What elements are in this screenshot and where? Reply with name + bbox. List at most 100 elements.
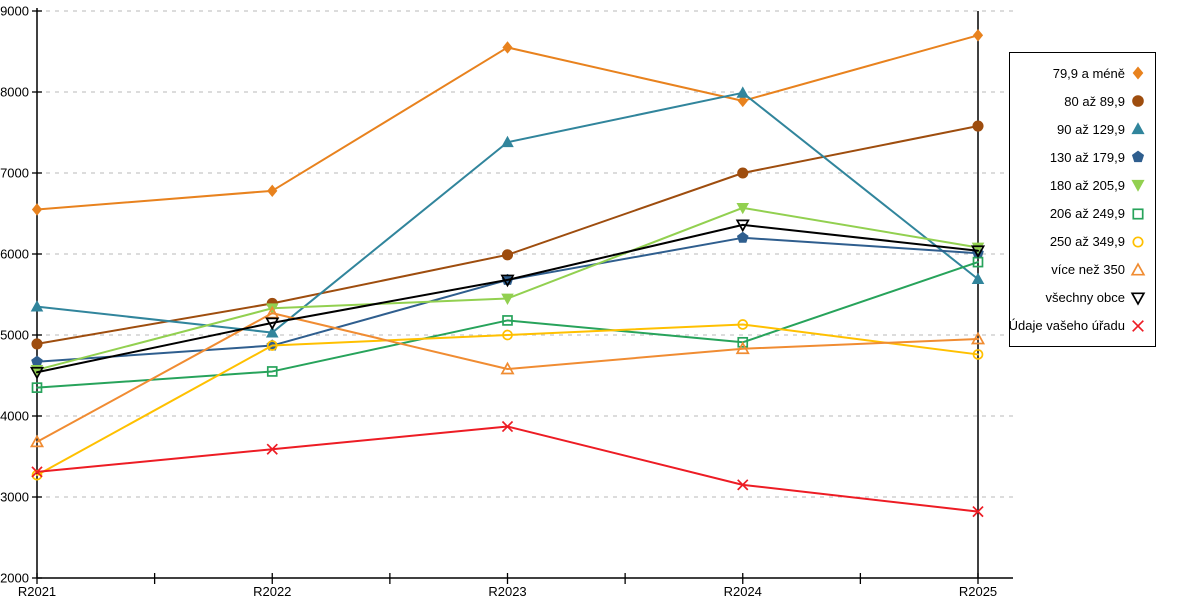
y-tick-label: 8000 <box>0 85 29 100</box>
series-180-až-205-9 <box>30 202 985 377</box>
data-point-marker <box>265 317 280 331</box>
legend-label: 80 až 89,9 <box>1064 93 1125 109</box>
data-point-marker <box>500 361 515 375</box>
series-79-9-a-méně <box>31 29 984 216</box>
data-point-marker <box>502 329 513 341</box>
legend-marker <box>1132 319 1144 332</box>
legend-marker <box>1132 207 1144 220</box>
legend-marker <box>1131 150 1145 163</box>
legend-label: 250 až 349,9 <box>1049 234 1125 250</box>
data-point-marker <box>1132 319 1144 332</box>
legend-marker <box>1130 292 1146 306</box>
data-point-marker <box>970 331 986 345</box>
legend-marker <box>1132 95 1144 107</box>
data-point-marker <box>31 469 43 481</box>
data-point-marker <box>1130 262 1146 276</box>
legend-item-79-9-a-méně: 79,9 a méně <box>1014 65 1146 81</box>
y-tick-label: 3000 <box>0 490 29 505</box>
legend-item-údaje-vašeho-úřadu: Údaje vašeho úřadu <box>1009 318 1146 334</box>
data-point-marker <box>501 249 514 261</box>
data-point-marker <box>266 443 278 455</box>
data-point-marker <box>29 434 45 448</box>
series-line <box>36 261 979 389</box>
data-point-marker <box>31 355 43 367</box>
legend-item-130-až-179-9: 130 až 179,9 <box>1014 149 1146 165</box>
data-point-marker <box>972 505 984 518</box>
x-tick-label: R2024 <box>724 584 762 599</box>
legend-label: 130 až 179,9 <box>1049 149 1125 165</box>
legend-marker <box>1132 236 1144 248</box>
legend-item-90-až-129-9: 90 až 129,9 <box>1014 121 1146 137</box>
data-point-marker <box>735 341 750 355</box>
data-point-marker <box>266 366 278 377</box>
legend-label: 180 až 205,9 <box>1049 177 1125 193</box>
legend-marker <box>1130 262 1146 276</box>
legend-marker <box>1131 180 1145 193</box>
data-point-marker <box>31 466 43 478</box>
data-point-marker <box>1130 292 1146 306</box>
y-tick-label: 4000 <box>0 409 29 424</box>
series-údaje-vašeho-úřadu <box>31 420 984 518</box>
x-marker-stroke <box>501 420 514 433</box>
data-point-marker <box>29 366 45 380</box>
data-point-marker <box>1131 180 1145 193</box>
data-point-marker <box>502 315 513 326</box>
data-point-marker <box>1132 236 1144 248</box>
legend-item-více-než-350: více než 350 <box>1014 262 1146 278</box>
series-line <box>36 312 979 443</box>
data-point-marker <box>31 382 43 393</box>
data-point-marker <box>501 135 514 148</box>
x-tick-label: R2022 <box>253 584 291 599</box>
legend-label: všechny obce <box>1045 290 1126 306</box>
data-point-marker <box>735 219 750 233</box>
legend-label: 79,9 a méně <box>1052 65 1125 81</box>
data-point-marker <box>1131 150 1145 163</box>
legend-item-206-až-249-9: 206 až 249,9 <box>1014 206 1146 222</box>
data-point-marker <box>972 120 984 132</box>
data-point-marker <box>501 420 514 433</box>
data-point-marker <box>736 202 750 215</box>
y-tick-label: 9000 <box>0 4 29 19</box>
data-point-marker <box>737 94 748 108</box>
legend-marker <box>1132 66 1144 80</box>
series-206-až-249-9 <box>31 256 984 393</box>
legend-marker <box>1131 122 1145 135</box>
data-point-marker <box>971 272 985 284</box>
x-marker-stroke <box>737 479 749 491</box>
legend-label: více než 350 <box>1051 262 1125 278</box>
data-point-marker <box>972 349 984 360</box>
x-marker-stroke <box>266 443 278 455</box>
data-point-marker <box>502 41 513 54</box>
data-point-marker <box>266 340 278 351</box>
series-všechny-obce <box>29 219 986 380</box>
y-tick-label: 6000 <box>0 247 29 262</box>
data-point-marker <box>736 231 749 243</box>
x-marker-stroke <box>972 505 984 518</box>
legend-item-250-až-349-9: 250 až 349,9 <box>1014 234 1146 250</box>
legend-label: Údaje vašeho úřadu <box>1008 318 1125 334</box>
data-point-marker <box>737 336 749 348</box>
series-line <box>36 323 979 477</box>
data-point-marker <box>31 338 43 350</box>
data-point-marker <box>736 86 750 98</box>
x-tick-label: R2023 <box>488 584 526 599</box>
legend-item-180-až-205-9: 180 až 205,9 <box>1014 177 1146 193</box>
series-line <box>36 34 979 211</box>
legend-item-všechny-obce: všechny obce <box>1014 290 1146 306</box>
data-point-marker <box>1131 122 1145 135</box>
data-point-marker <box>970 245 986 259</box>
data-point-marker <box>1132 207 1144 220</box>
x-tick-label: R2025 <box>959 584 997 599</box>
series-250-až-349-9 <box>31 319 984 481</box>
data-point-marker <box>1132 66 1144 80</box>
x-marker-stroke <box>31 466 43 478</box>
x-marker-stroke <box>1132 319 1144 332</box>
y-tick-label: 5000 <box>0 328 29 343</box>
x-tick-label: R2021 <box>18 584 56 599</box>
legend-item-80-až-89-9: 80 až 89,9 <box>1014 93 1146 109</box>
data-point-marker <box>267 184 278 198</box>
data-point-marker <box>30 300 44 312</box>
y-tick-label: 7000 <box>0 166 29 181</box>
